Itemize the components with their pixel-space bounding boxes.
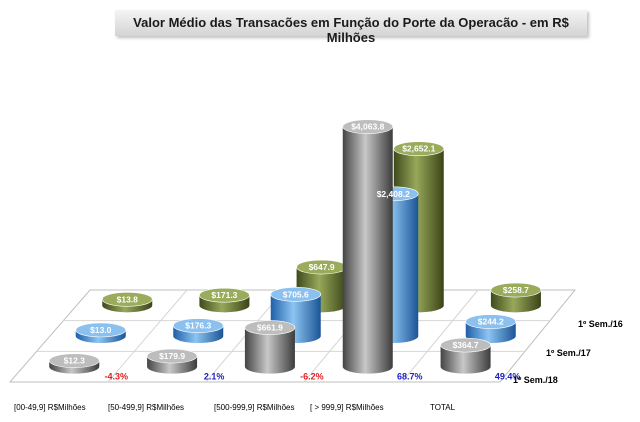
bar-2-2-top [244, 320, 296, 335]
bar-1-0-top [75, 322, 127, 338]
data-label: $258.7 [503, 285, 529, 295]
category-label: [ > 999,9] R$Milhões [310, 403, 384, 412]
data-label: $244.2 [478, 317, 504, 327]
chart-title: Valor Médio das Transacões em Função do … [133, 15, 569, 45]
variation-label: -6.2% [300, 372, 324, 382]
data-label: $13.0 [90, 325, 112, 335]
bar-2-1-top [146, 348, 198, 364]
floor-gridline [401, 289, 479, 383]
bar-1-1-top [172, 318, 224, 333]
data-label: $661.9 [257, 323, 283, 333]
series-label: 1º Sem./18 [513, 375, 558, 385]
chart-title-box: Valor Médio das Transacões em Função do … [115, 10, 587, 45]
category-label: [50-499,9] R$Milhões [108, 403, 184, 412]
data-label: $179.9 [159, 351, 185, 361]
data-label: $2,408.2 [377, 189, 410, 199]
bar-1-2-top [270, 287, 322, 302]
data-label: $705.6 [283, 289, 309, 299]
variation-label: -4.3% [104, 372, 128, 382]
bar-2-4 [440, 345, 491, 374]
category-label: [500-999,9] R$Milhões [214, 403, 295, 412]
bar-2-3 [342, 126, 393, 374]
bar-0-4-top [490, 282, 542, 298]
bar-0-3-top [393, 141, 445, 157]
bar-2-2 [244, 327, 295, 374]
category-label: [00-49,9] R$Milhões [14, 403, 86, 412]
series-label: 1º Sem./17 [546, 348, 591, 358]
data-label: $647.9 [309, 262, 335, 272]
bar-2-4-top [440, 337, 491, 353]
floor-gridline [107, 289, 188, 383]
bar-2-0-top [48, 353, 100, 368]
data-label: $12.3 [64, 356, 86, 366]
data-label: $2,652.1 [402, 144, 435, 154]
variation-label: 68.7% [397, 372, 423, 382]
variation-label: 2.1% [204, 372, 225, 382]
data-label: $364.7 [453, 340, 479, 350]
data-label: $171.3 [211, 290, 237, 300]
bar-1-4-top [465, 314, 517, 329]
series-label: 1º Sem./16 [578, 319, 623, 329]
category-label: TOTAL [430, 403, 456, 412]
data-label: $4,063.8 [351, 122, 384, 132]
bar-0-1-top [199, 287, 250, 303]
data-label: $13.8 [117, 294, 139, 304]
bar-0-0-top [101, 292, 153, 307]
bar-2-3-top [342, 119, 394, 134]
data-label: $176.3 [185, 321, 211, 331]
variation-label: 49.4% [495, 372, 521, 382]
